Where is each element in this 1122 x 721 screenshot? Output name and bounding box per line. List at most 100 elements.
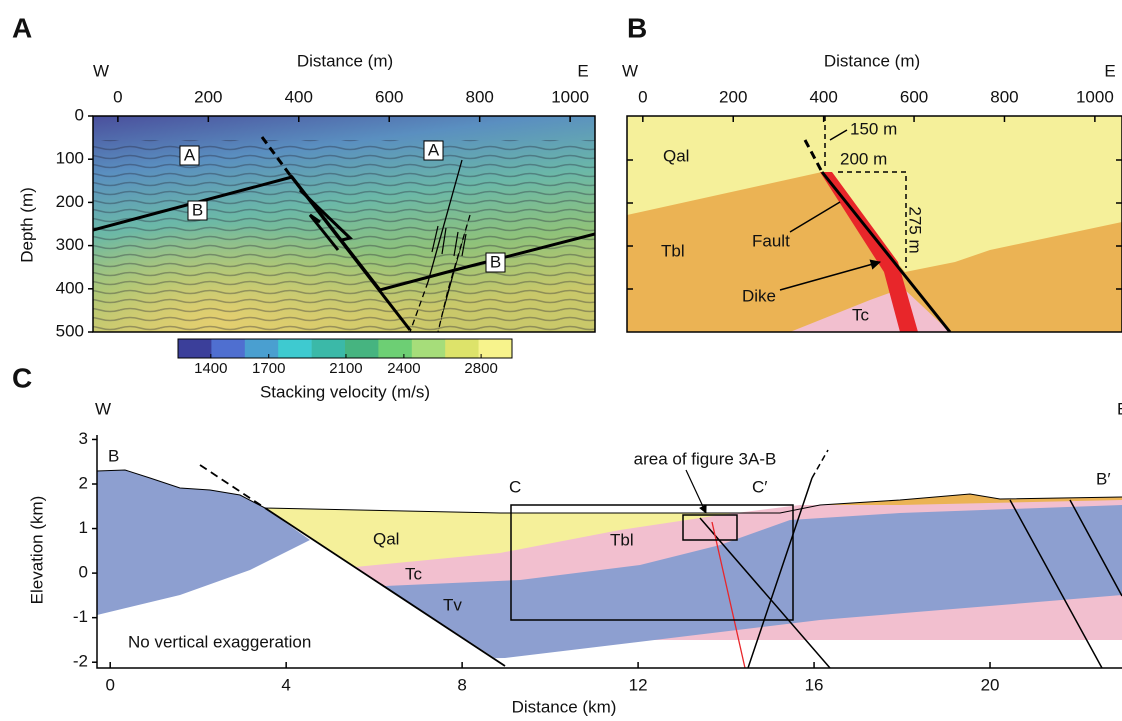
x-tick-label: 0: [638, 87, 647, 106]
panel-label: B: [627, 12, 647, 43]
callout-label: area of figure 3A-B: [634, 449, 777, 468]
panel-c: C W E Distance (km) Elevation (km) B B′ …: [12, 362, 1122, 716]
unit-label: Tv: [443, 595, 462, 614]
y-tick-label: 200: [56, 192, 84, 211]
box-label: C′: [752, 477, 767, 496]
colorbar-tick-label: 2100: [329, 360, 362, 377]
label-box: [187, 200, 208, 221]
y-tick-label: 2: [79, 473, 88, 492]
feature-label: Fault: [752, 231, 790, 250]
colorbar-tick-label: 2400: [387, 360, 420, 377]
reflector-label: B: [192, 200, 203, 219]
note: No vertical exaggeration: [128, 632, 311, 651]
feature-label: Dike: [742, 286, 776, 305]
colorbar-swatch: [178, 339, 212, 358]
x-tick-label: 800: [990, 87, 1018, 106]
x-tick-label: 0: [113, 87, 122, 106]
y-axis-label: Elevation (km): [27, 496, 46, 605]
colorbar-frame: [177, 338, 513, 359]
x-tick-label: 16: [805, 675, 824, 694]
colorbar-swatch: [311, 339, 346, 358]
unit-label: Qal: [663, 146, 689, 165]
profile-end-label: B: [108, 446, 119, 465]
y-tick-label: 400: [56, 278, 84, 297]
direction-label: E: [1104, 61, 1115, 80]
y-tick-label: 3: [79, 429, 88, 448]
panel-label: A: [12, 12, 32, 43]
unit-label: Qal: [373, 529, 399, 548]
x-tick-label: 1000: [1076, 87, 1114, 106]
colorbar-swatch: [278, 339, 312, 358]
fault-dashed: [811, 449, 829, 479]
direction-label: E: [577, 61, 588, 80]
unit-label: Tc: [852, 305, 870, 324]
reflector-label: B: [490, 252, 501, 271]
right-block: [265, 494, 1122, 660]
x-tick-label: 400: [285, 87, 313, 106]
panel-b: B Distance (m) W E Qal Tbl Tc 150 m 200 …: [622, 12, 1122, 333]
x-tick-label: 200: [719, 87, 747, 106]
cross-section: [627, 116, 1122, 332]
colorbar-tick-label: 1700: [252, 360, 285, 377]
reflector-label: A: [184, 145, 196, 164]
y-axis-label: Depth (m): [17, 187, 36, 263]
dimension-label: 200 m: [840, 149, 887, 168]
y-tick-label: -2: [73, 652, 88, 671]
colorbar-swatch: [244, 339, 279, 358]
panel-a: A B A B A Distance (m) W E Depth (m) Sta…: [12, 12, 596, 401]
colorbar-swatch: [345, 339, 379, 358]
seismic-image: [93, 116, 595, 332]
tick-marks: [627, 159, 1122, 290]
unit-label: Tc: [405, 564, 423, 583]
axes: [96, 435, 1122, 669]
colorbar-swatch: [445, 339, 479, 358]
x-tick-label: 8: [457, 675, 466, 694]
x-tick-label: 600: [900, 87, 928, 106]
unit-label: Tbl: [610, 530, 634, 549]
fault: [699, 477, 1122, 669]
dimension-label: 150 m: [850, 119, 897, 138]
colorbar-swatch: [478, 339, 513, 358]
profile-end-label: B′: [1096, 469, 1111, 488]
x-tick-label: 4: [281, 675, 290, 694]
y-tick-label: 100: [56, 149, 84, 168]
x-axis-label: Distance (m): [297, 51, 393, 70]
x-tick-label: 600: [375, 87, 403, 106]
x-tick-label: 400: [809, 87, 837, 106]
colorbar-swatch: [211, 339, 246, 358]
y-tick-label: -1: [73, 607, 88, 626]
colorbar-swatch: [411, 339, 446, 358]
y-tick-label: 300: [56, 235, 84, 254]
x-axis-label: Distance (km): [512, 697, 617, 716]
ground-surface: [96, 469, 1122, 514]
direction-label: W: [95, 399, 111, 418]
direction-label: E: [1117, 399, 1122, 418]
fault: [264, 507, 506, 667]
colorbar-label: Stacking velocity (m/s): [260, 382, 430, 401]
direction-label: W: [622, 61, 638, 80]
x-tick-label: 1000: [551, 87, 589, 106]
unit-label: Tbl: [661, 241, 685, 260]
x-tick-label: 12: [629, 675, 648, 694]
figure-area-box: [682, 514, 738, 541]
x-axis-label: Distance (m): [824, 51, 920, 70]
plot-frame: [92, 115, 596, 333]
x-tick-label: 20: [981, 675, 1000, 694]
box-label: C: [509, 477, 521, 496]
y-tick-label: 0: [75, 105, 84, 124]
plot-frame: [626, 115, 1122, 333]
x-tick-label: 200: [194, 87, 222, 106]
x-tick-label: 0: [105, 675, 114, 694]
dimension-label: 275 m: [906, 206, 925, 253]
label-box: [485, 252, 506, 273]
dike: [711, 521, 746, 669]
y-tick-label: 1: [79, 518, 88, 537]
panel-label: C: [12, 362, 32, 393]
x-tick-label: 800: [465, 87, 493, 106]
y-tick-label: 500: [56, 321, 84, 340]
colorbar-tick-label: 2800: [464, 360, 497, 377]
left-block: [97, 470, 310, 615]
panel-c-box: [510, 504, 794, 621]
colorbar-swatch: [378, 339, 413, 358]
